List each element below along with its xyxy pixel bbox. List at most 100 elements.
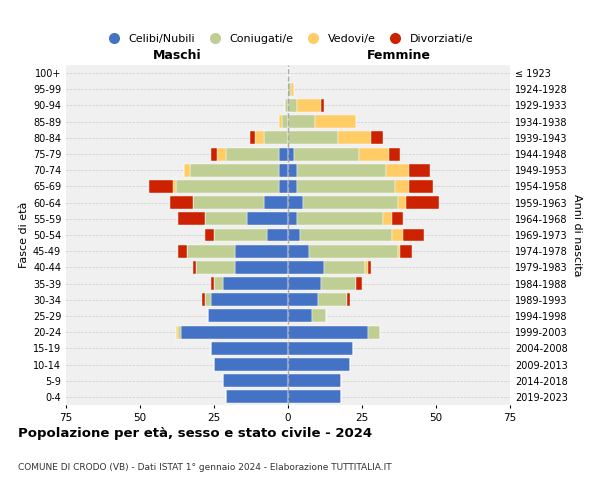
- Bar: [356, 277, 362, 290]
- Bar: [288, 99, 297, 112]
- Bar: [288, 196, 303, 209]
- Bar: [282, 115, 288, 128]
- Bar: [288, 310, 311, 322]
- Legend: Celibi/Nubili, Coniugati/e, Vedovi/e, Divorziati/e: Celibi/Nubili, Coniugati/e, Vedovi/e, Di…: [98, 30, 478, 48]
- Bar: [288, 277, 320, 290]
- Bar: [403, 228, 424, 241]
- Bar: [288, 180, 297, 193]
- Bar: [323, 261, 365, 274]
- Bar: [226, 148, 279, 160]
- Bar: [347, 294, 350, 306]
- Bar: [368, 261, 371, 274]
- Bar: [294, 148, 359, 160]
- Bar: [211, 148, 217, 160]
- Bar: [205, 212, 247, 226]
- Bar: [398, 244, 400, 258]
- Bar: [400, 244, 412, 258]
- Y-axis label: Anni di nascita: Anni di nascita: [572, 194, 582, 276]
- Bar: [409, 180, 433, 193]
- Bar: [208, 310, 288, 322]
- Bar: [288, 294, 317, 306]
- Bar: [173, 180, 176, 193]
- Bar: [285, 99, 288, 112]
- Bar: [291, 83, 294, 96]
- Bar: [226, 390, 288, 404]
- Text: Femmine: Femmine: [367, 49, 431, 62]
- Bar: [211, 277, 214, 290]
- Bar: [288, 326, 368, 338]
- Bar: [300, 228, 392, 241]
- Bar: [317, 294, 347, 306]
- Text: Popolazione per età, sesso e stato civile - 2024: Popolazione per età, sesso e stato civil…: [18, 428, 372, 440]
- Bar: [279, 180, 288, 193]
- Bar: [288, 342, 353, 355]
- Bar: [392, 228, 403, 241]
- Bar: [196, 261, 235, 274]
- Bar: [314, 115, 356, 128]
- Bar: [297, 99, 320, 112]
- Bar: [320, 277, 356, 290]
- Bar: [392, 212, 403, 226]
- Bar: [288, 132, 338, 144]
- Bar: [205, 228, 214, 241]
- Bar: [406, 196, 439, 209]
- Bar: [409, 164, 430, 176]
- Bar: [250, 132, 256, 144]
- Bar: [178, 326, 181, 338]
- Bar: [211, 294, 288, 306]
- Bar: [176, 326, 178, 338]
- Text: Maschi: Maschi: [152, 49, 202, 62]
- Bar: [178, 244, 187, 258]
- Bar: [359, 148, 389, 160]
- Bar: [223, 374, 288, 387]
- Bar: [214, 277, 223, 290]
- Bar: [320, 99, 323, 112]
- Bar: [288, 244, 309, 258]
- Bar: [267, 228, 288, 241]
- Bar: [288, 83, 291, 96]
- Bar: [256, 132, 265, 144]
- Bar: [371, 132, 383, 144]
- Bar: [193, 261, 196, 274]
- Bar: [235, 261, 288, 274]
- Bar: [398, 196, 406, 209]
- Bar: [288, 374, 341, 387]
- Bar: [288, 164, 297, 176]
- Bar: [187, 244, 235, 258]
- Bar: [288, 358, 350, 371]
- Bar: [235, 244, 288, 258]
- Bar: [311, 310, 326, 322]
- Bar: [247, 212, 288, 226]
- Bar: [181, 326, 288, 338]
- Bar: [211, 342, 288, 355]
- Bar: [223, 277, 288, 290]
- Bar: [176, 180, 279, 193]
- Bar: [288, 212, 297, 226]
- Bar: [383, 212, 392, 226]
- Bar: [338, 132, 371, 144]
- Bar: [288, 115, 314, 128]
- Bar: [279, 148, 288, 160]
- Bar: [178, 212, 205, 226]
- Bar: [149, 180, 173, 193]
- Bar: [297, 164, 386, 176]
- Bar: [265, 196, 288, 209]
- Bar: [386, 164, 409, 176]
- Bar: [190, 164, 279, 176]
- Bar: [389, 148, 400, 160]
- Bar: [288, 261, 323, 274]
- Bar: [170, 196, 193, 209]
- Bar: [214, 228, 267, 241]
- Bar: [217, 148, 226, 160]
- Bar: [193, 196, 265, 209]
- Bar: [365, 261, 368, 274]
- Bar: [395, 180, 409, 193]
- Bar: [297, 212, 383, 226]
- Bar: [303, 196, 398, 209]
- Bar: [279, 164, 288, 176]
- Text: COMUNE DI CRODO (VB) - Dati ISTAT 1° gennaio 2024 - Elaborazione TUTTITALIA.IT: COMUNE DI CRODO (VB) - Dati ISTAT 1° gen…: [18, 462, 392, 471]
- Bar: [309, 244, 398, 258]
- Bar: [288, 228, 300, 241]
- Bar: [279, 115, 282, 128]
- Bar: [288, 390, 341, 404]
